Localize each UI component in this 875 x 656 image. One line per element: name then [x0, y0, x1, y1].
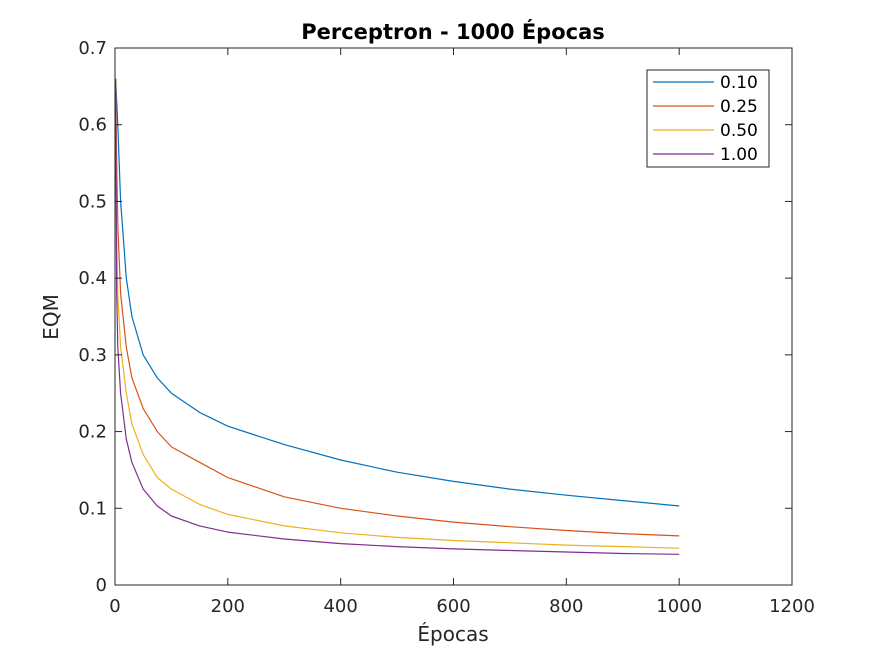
- legend-label-1: 0.25: [720, 97, 758, 117]
- x-tick-label: 800: [549, 596, 583, 617]
- y-tick-label: 0.6: [78, 115, 107, 136]
- y-tick-label: 0.5: [78, 191, 107, 212]
- y-tick-label: 0.3: [78, 345, 107, 366]
- y-tick-label: 0.2: [78, 422, 107, 443]
- x-axis-label: Épocas: [417, 622, 488, 646]
- series-layer: [115, 78, 680, 555]
- legend-box: [646, 69, 770, 168]
- legend-label-2: 0.50: [720, 121, 758, 141]
- y-tick-label: 0.4: [78, 268, 107, 289]
- x-tick-label: 200: [211, 596, 245, 617]
- legend-entries: 0.10 0.25 0.50 1.00: [653, 73, 758, 165]
- ticks-layer: 0 200 400 600 800 1000 1200 0 0.1 0.2 0.3 0.4 0.5 0.6…: [78, 38, 815, 617]
- legend-label-3: 1.00: [720, 145, 758, 165]
- x-tick-label: 1000: [656, 596, 702, 617]
- series-line-2: [115, 78, 680, 549]
- chart-title: Perceptron - 1000 Épocas: [301, 19, 605, 44]
- series-line-0: [115, 78, 680, 507]
- y-axis-label: EQM: [39, 294, 63, 340]
- series-line-3: [115, 78, 680, 555]
- legend: 0.10 0.25 0.50 1.00: [646, 69, 770, 168]
- x-tick-label: 600: [436, 596, 470, 617]
- y-tick-label: 0.1: [78, 498, 107, 519]
- legend-label-0: 0.10: [720, 73, 758, 93]
- x-tick-label: 1200: [769, 596, 815, 617]
- x-tick-label: 0: [109, 596, 120, 617]
- series-line-1: [115, 78, 680, 537]
- y-tick-label: 0: [96, 575, 107, 596]
- y-tick-label: 0.7: [78, 38, 107, 59]
- x-tick-label: 400: [323, 596, 357, 617]
